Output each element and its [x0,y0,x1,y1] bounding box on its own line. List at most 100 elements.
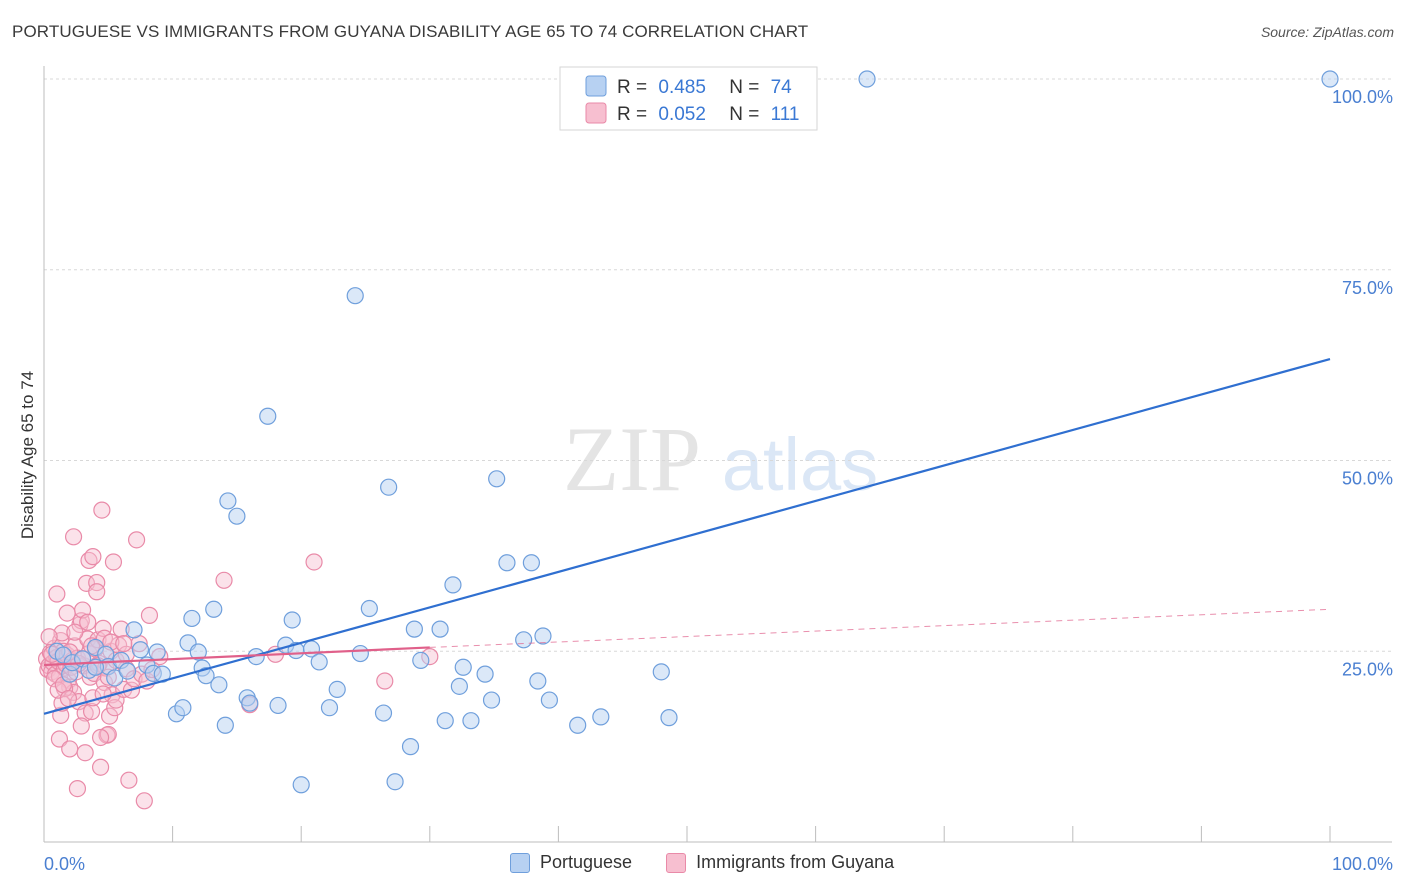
portuguese-point [652,663,670,681]
y-axis-label: Disability Age 65 to 74 [18,371,37,539]
portuguese-point [380,478,398,496]
guyana-point [84,548,102,566]
portuguese-point [118,662,137,680]
guyana-point [72,717,90,735]
legend-n-label-1: N = [729,77,759,98]
guyana-point [140,606,159,624]
y-tick-label: 75.0% [1342,278,1393,298]
guyana-point [93,501,111,519]
guyana-point [100,707,119,725]
portuguese-point [189,643,207,661]
legend-swatch-blue [510,852,530,873]
portuguese-point [431,620,449,638]
legend-r-label-1: R = [617,77,647,98]
portuguese-point [205,600,223,618]
portuguese-point [183,609,201,628]
y-tick-label: 25.0% [1342,659,1393,679]
portuguese-point [498,554,516,572]
guyana-point [104,553,123,571]
guyana-point [53,624,71,642]
guyana-point [115,635,133,653]
portuguese-point [310,653,328,671]
y-tick-label: 100.0% [1332,87,1393,107]
portuguese-point [454,658,472,676]
guyana-point [91,728,110,747]
portuguese-point [482,691,501,709]
portuguese-point [269,696,287,715]
chart-title: PORTUGUESE VS IMMIGRANTS FROM GUYANA DIS… [12,22,809,41]
legend-r-value-1: 0.485 [658,77,706,98]
guyana-point [48,585,66,603]
guyana-point [88,573,106,592]
legend-item-guyana: Immigrants from Guyana [666,852,894,873]
portuguese-point [386,773,404,791]
guyana-trend-line [43,646,430,667]
x-tick-label-max: 100.0% [1332,854,1393,874]
legend-item-portuguese: Portuguese [510,852,632,873]
portuguese-point [241,694,259,712]
guyana-point [91,758,110,776]
guyana-point [50,730,69,748]
portuguese-point [1321,70,1339,88]
x-tick-label-min: 0.0% [44,854,85,874]
legend-n-value-2: 111 [771,104,800,125]
portuguese-point [405,620,423,638]
watermark-atlas: atlas [722,423,878,506]
grid-lines [44,78,1392,652]
portuguese-point [346,287,364,305]
portuguese-point [515,631,533,649]
portuguese-point [660,709,678,727]
portuguese-point [125,621,143,639]
legend-swatch-portuguese [585,75,607,97]
portuguese-point [858,70,876,88]
guyana-point [64,528,83,546]
guyana-point [135,792,153,810]
portuguese-point [351,644,369,663]
source-label: Source: ZipAtlas.com [1260,24,1394,40]
portuguese-point [401,738,420,756]
legend-r-value-2: 0.052 [658,104,706,125]
watermark-zip: ZIP [563,408,701,510]
y-tick-label: 50.0% [1342,469,1393,489]
portuguese-point [462,712,480,730]
portuguese-point [328,680,346,699]
portuguese-point [292,776,310,794]
guyana-point [88,583,106,601]
portuguese-point [592,708,610,726]
legend-swatch-pink [666,852,687,873]
legend-r-label-2: R = [617,104,647,125]
guyana-point [59,689,78,708]
portuguese-point [283,611,301,629]
portuguese-point [228,507,246,525]
portuguese-point [488,470,506,488]
portuguese-point [412,651,430,670]
guyana-point [66,623,84,641]
svg-text:R = 0.052 N =: R = 0.052 N = 111 [617,104,800,125]
legend-n-value-1: 74 [771,77,793,98]
portuguese-point [436,712,454,730]
portuguese-point [534,627,552,645]
guyana-point [120,771,138,789]
portuguese-point [444,576,462,594]
portuguese-point [522,554,540,572]
legend-label-guyana: Immigrants from Guyana [696,852,895,872]
guyana-point [215,571,233,589]
portuguese-point [529,672,547,690]
portuguese-point [569,716,587,734]
guyana-trend-line-extension [429,608,1331,648]
axes [43,66,1392,843]
trend-lines [43,357,1331,715]
guyana-point [76,744,94,762]
portuguese-point [476,665,494,683]
stats-legend: R = 0.485 N = 74 R = 0.052 N = 111 [559,66,818,131]
guyana-point [58,604,76,622]
portuguese-point [216,716,234,734]
legend-n-label-2: N = [729,104,759,125]
guyana-point [68,779,87,798]
series-legend: Portuguese Immigrants from Guyana [510,852,928,873]
portuguese-point [148,643,166,661]
portuguese-point [197,667,215,685]
portuguese-point [360,599,378,618]
guyana-point [305,553,323,571]
guyana-point [98,726,116,744]
